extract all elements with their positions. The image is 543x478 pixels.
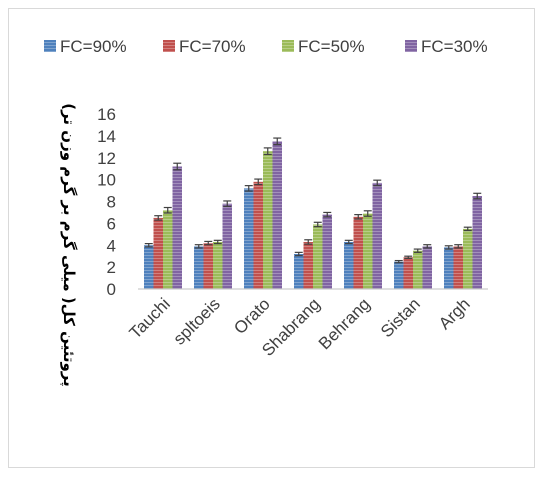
error-bar xyxy=(463,226,472,232)
bar-texture xyxy=(422,246,432,289)
bar-texture xyxy=(394,261,404,289)
error-bar xyxy=(273,137,282,146)
error-bar xyxy=(323,211,332,218)
error-bar xyxy=(344,239,353,245)
y-tick-label: 6 xyxy=(107,214,116,233)
bar-texture xyxy=(144,245,154,289)
error-bar xyxy=(394,259,403,264)
x-tick-label: Behrang xyxy=(315,294,374,353)
y-axis-title: پروتئین کل( میلی گرم بر گرم وزن تر) xyxy=(59,103,78,387)
legend-item: FC=30% xyxy=(405,37,488,56)
error-bar xyxy=(413,248,422,253)
bar-texture xyxy=(444,247,454,289)
bar-texture xyxy=(172,166,182,289)
bars xyxy=(144,141,482,289)
error-bar xyxy=(473,192,482,200)
error-bar xyxy=(173,162,182,171)
legend-item: FC=70% xyxy=(163,37,246,56)
bar-texture xyxy=(222,203,232,289)
bar-texture xyxy=(272,141,282,289)
error-bar xyxy=(313,221,322,228)
legend-swatch-texture xyxy=(282,40,294,52)
error-bar xyxy=(254,178,263,186)
x-tick-label: Orato xyxy=(230,294,274,338)
y-axis-title-group: پروتئین کل( میلی گرم بر گرم وزن تر) xyxy=(59,103,78,387)
bar-texture xyxy=(322,214,332,289)
bar-texture xyxy=(244,188,254,289)
legend-item: FC=90% xyxy=(44,37,127,56)
legend: FC=90% FC=70% FC=50% FC=30% xyxy=(44,37,488,56)
bar-texture xyxy=(353,216,363,289)
legend-swatch-texture xyxy=(44,40,56,52)
bar-texture xyxy=(344,241,354,289)
x-tick-label: Sistan xyxy=(377,294,424,341)
x-tick-label: Argh xyxy=(435,294,474,333)
error-bar xyxy=(294,251,303,257)
error-bar xyxy=(304,239,313,245)
bar-texture xyxy=(472,196,482,289)
error-bar xyxy=(244,185,253,192)
error-bar xyxy=(404,255,413,259)
y-tick-label: 12 xyxy=(97,149,116,168)
bar-texture xyxy=(253,181,263,289)
legend-label: FC=70% xyxy=(179,37,246,56)
y-tick-label: 14 xyxy=(97,127,116,146)
error-bar xyxy=(373,179,382,187)
bar-texture xyxy=(313,224,323,289)
error-bar xyxy=(454,244,463,249)
bar-texture xyxy=(363,213,373,289)
bar-texture xyxy=(263,151,273,289)
legend-label: FC=50% xyxy=(298,37,365,56)
error-bar xyxy=(144,243,153,248)
error-bar xyxy=(163,206,172,214)
y-tick-label: 0 xyxy=(107,280,116,299)
error-bar xyxy=(363,210,372,217)
legend-label: FC=90% xyxy=(60,37,127,56)
error-bar xyxy=(213,239,222,245)
y-axis-ticks: 0 2 4 6 8 10 12 14 16 xyxy=(97,105,116,299)
bar-texture xyxy=(372,182,382,289)
bar-texture xyxy=(153,217,163,289)
bar-texture xyxy=(463,228,473,289)
x-tick-label: spltoeis xyxy=(170,294,224,348)
error-bar xyxy=(223,200,232,208)
bar-texture xyxy=(294,254,304,289)
y-tick-label: 16 xyxy=(97,105,116,124)
legend-label: FC=30% xyxy=(421,37,488,56)
bar-texture xyxy=(213,241,223,289)
bar-texture xyxy=(413,250,423,289)
bar-texture xyxy=(403,257,413,289)
x-tick-label: Tauchi xyxy=(126,294,174,342)
y-tick-label: 4 xyxy=(107,236,116,255)
bar-texture xyxy=(453,246,463,289)
error-bar xyxy=(354,214,363,220)
y-tick-label: 2 xyxy=(107,258,116,277)
bar-texture xyxy=(163,210,173,289)
bar-texture xyxy=(194,246,204,289)
y-tick-label: 10 xyxy=(97,171,116,190)
error-bars xyxy=(144,137,482,264)
legend-item: FC=50% xyxy=(282,37,365,56)
bar-texture xyxy=(303,241,313,289)
error-bar xyxy=(444,245,453,250)
legend-swatch-texture xyxy=(405,40,417,52)
error-bar xyxy=(263,147,272,156)
legend-swatch-texture xyxy=(163,40,175,52)
error-bar xyxy=(204,240,213,246)
error-bar xyxy=(423,244,432,249)
error-bar xyxy=(194,244,203,249)
error-bar xyxy=(154,215,163,221)
y-tick-label: 8 xyxy=(107,193,116,212)
bar-texture xyxy=(203,243,213,289)
